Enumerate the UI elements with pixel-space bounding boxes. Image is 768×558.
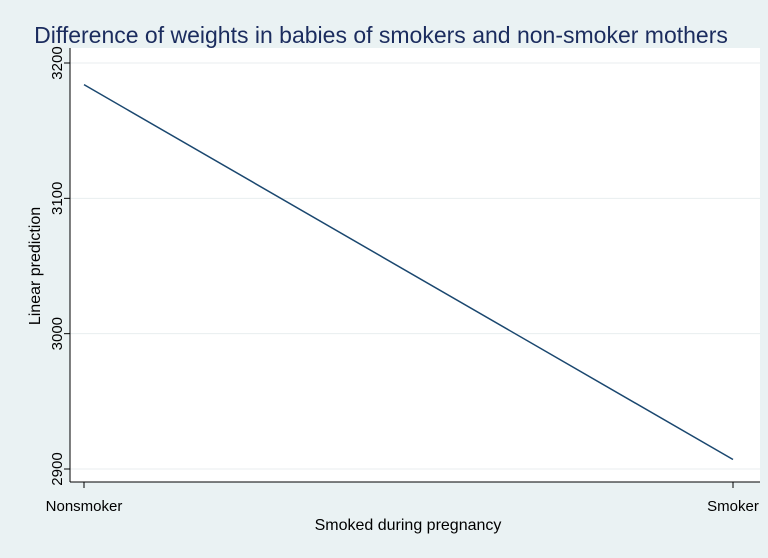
series-group: [83, 84, 734, 461]
y-axis-label: Linear prediction: [27, 207, 44, 325]
x-axis-ticks: Nonsmoker Smoker: [46, 482, 759, 515]
y-axis-ticks: 2900 3000 3100 3200: [49, 46, 70, 486]
x-tick-label-smoker: Smoker: [707, 498, 759, 515]
series-line-0: [83, 84, 734, 461]
chart-title: Difference of weights in babies of smoke…: [34, 22, 728, 48]
gridlines: [70, 62, 760, 470]
x-axis-label: Smoked during pregnancy: [315, 517, 502, 534]
x-tick-label-nonsmoker: Nonsmoker: [46, 498, 123, 515]
y-tick-label-2900: 2900: [49, 452, 66, 485]
plot-area: [70, 48, 760, 482]
y-tick-label-3100: 3100: [49, 182, 66, 215]
y-tick-label-3200: 3200: [49, 46, 66, 79]
y-tick-label-3000: 3000: [49, 317, 66, 350]
